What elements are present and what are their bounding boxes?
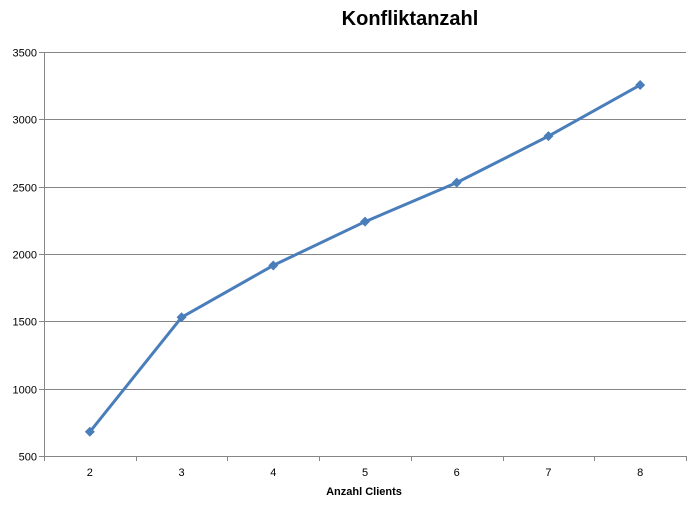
y-tick-labels: 500 1000 1500 2000 2500 3000 3500 xyxy=(13,48,37,464)
y-tick-label: 3500 xyxy=(13,48,37,60)
data-point-diamond xyxy=(451,177,462,188)
y-tick-label: 1000 xyxy=(13,385,37,397)
y-tick-label: 2500 xyxy=(13,183,37,195)
x-tick-label: 4 xyxy=(270,467,276,479)
x-tick-labels: 2 3 4 5 6 7 8 xyxy=(87,467,643,479)
y-tick-label: 500 xyxy=(19,452,37,464)
axes xyxy=(39,52,687,461)
data-point-diamond xyxy=(84,426,95,437)
y-tick-label: 1500 xyxy=(13,317,37,329)
data-point-diamond xyxy=(360,216,370,227)
data-points xyxy=(84,79,646,437)
x-tick-label: 5 xyxy=(362,467,368,479)
y-tick-label: 2000 xyxy=(13,250,37,262)
y-tick-label: 3000 xyxy=(13,115,37,127)
x-tick-label: 8 xyxy=(637,467,643,479)
data-point-diamond xyxy=(176,312,187,323)
x-axis-label: Anzahl Clients xyxy=(326,486,402,498)
series-line xyxy=(88,83,641,433)
data-point-diamond xyxy=(635,79,646,90)
chart-title: Konfliktanzahl xyxy=(341,8,479,30)
data-point-diamond xyxy=(268,260,279,271)
x-tick-label: 6 xyxy=(454,467,460,479)
data-point-diamond xyxy=(543,131,554,142)
x-tick-label: 7 xyxy=(545,467,551,479)
x-tick-label: 3 xyxy=(179,467,185,479)
x-tick-label: 2 xyxy=(87,467,93,479)
series-line-group xyxy=(88,83,641,433)
